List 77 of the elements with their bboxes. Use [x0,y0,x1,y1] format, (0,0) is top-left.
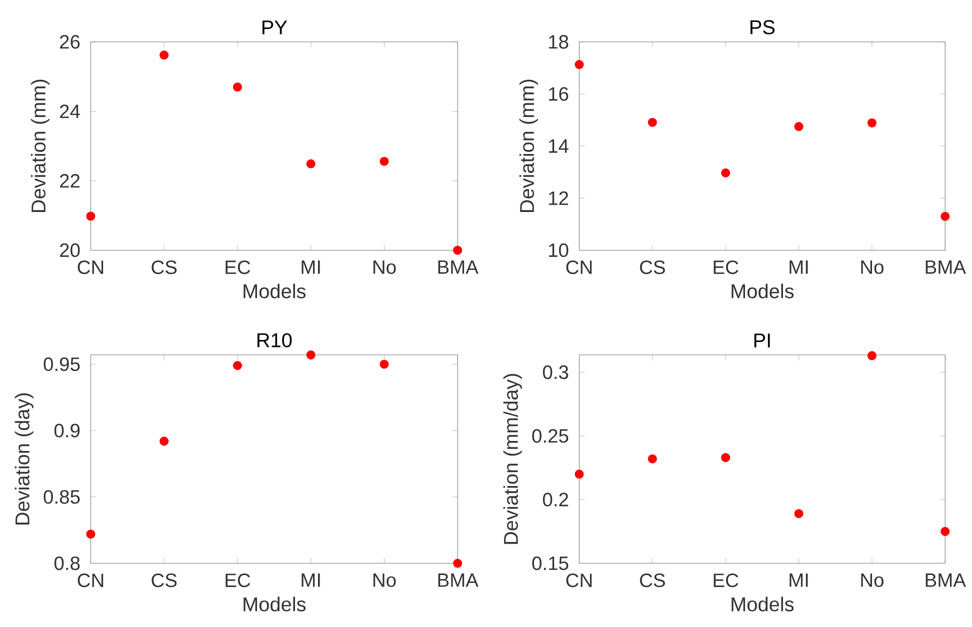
x-tick-label: MI [302,260,320,274]
y-tick-label: 16 [549,87,568,101]
x-axis-title: Models [732,284,794,298]
x-tick-label: BMA [926,573,966,587]
y-tick-label: 0.25 [532,429,568,443]
point [232,360,242,370]
x-tick-label: MI [790,573,808,587]
x-tick-label: No [374,573,396,587]
x-tick-label: CN [78,573,104,588]
x-tick-label: EC [226,573,250,588]
y-tick-label: 12 [549,191,568,205]
point [940,212,950,221]
point [453,246,462,255]
y-tick-label: 20 [60,243,80,258]
x-tick-label: CS [152,573,177,588]
x-tick-label: BMA [926,260,966,274]
chart-title: PY [262,20,288,34]
x-tick-label: CN [78,260,104,274]
chart-title: R10 [258,333,292,348]
x-tick-label: EC [226,260,250,274]
point [380,156,389,166]
point [380,360,389,369]
y-tick-label: 10 [549,243,568,258]
x-tick-label: EC [714,573,738,588]
y-tick-label: 0.95 [44,357,80,371]
y-tick-label: 0.85 [44,490,80,504]
point [867,118,876,128]
x-tick-label: EC [714,260,738,274]
point [160,436,169,446]
point [721,453,730,462]
point [574,60,584,70]
x-axis-title: Models [244,596,306,612]
point [794,122,804,131]
y-tick-label: 0.15 [532,556,568,570]
x-tick-label: No [861,573,884,587]
x-tick-label: No [861,260,884,274]
point [721,168,730,178]
y-tick-label: 0.3 [542,365,568,380]
x-tick-label: CN [566,260,592,274]
y-tick-label: 26 [60,34,80,49]
point [940,526,950,536]
point [648,454,657,464]
chart-title: PS [750,20,775,34]
point [867,351,876,360]
y-axis-title: Deviation (mm/day) [503,374,522,544]
point [86,212,96,221]
point [306,159,316,168]
point [160,50,169,60]
point [453,558,462,568]
y-tick-label: 18 [549,35,568,49]
point [574,470,584,479]
y-tick-label: 14 [549,139,568,153]
x-tick-label: CN [566,573,592,588]
point [86,530,96,539]
x-axis-title: Models [244,284,306,298]
x-tick-label: BMA [438,573,478,587]
chart-title: PI [754,334,770,348]
y-tick-label: 0.2 [542,492,568,506]
point [648,118,657,127]
x-tick-label: MI [790,260,808,274]
x-axis-title: Models [732,596,794,612]
x-tick-label: CS [640,573,665,588]
y-axis-title: Deviation (day) [14,393,34,524]
x-tick-label: CS [640,260,665,274]
y-axis-title: Deviation (mm) [30,80,50,212]
y-axis-title: Deviation (mm) [519,80,538,212]
x-tick-label: MI [302,573,320,587]
y-tick-label: 0.8 [54,556,80,570]
point [306,350,316,360]
y-tick-label: 22 [60,174,80,188]
point [232,82,242,92]
point [794,509,804,518]
y-tick-label: 24 [60,104,80,118]
y-tick-label: 0.9 [54,424,80,438]
x-tick-label: No [374,260,396,274]
x-tick-label: CS [152,260,177,274]
x-tick-label: BMA [438,260,478,274]
